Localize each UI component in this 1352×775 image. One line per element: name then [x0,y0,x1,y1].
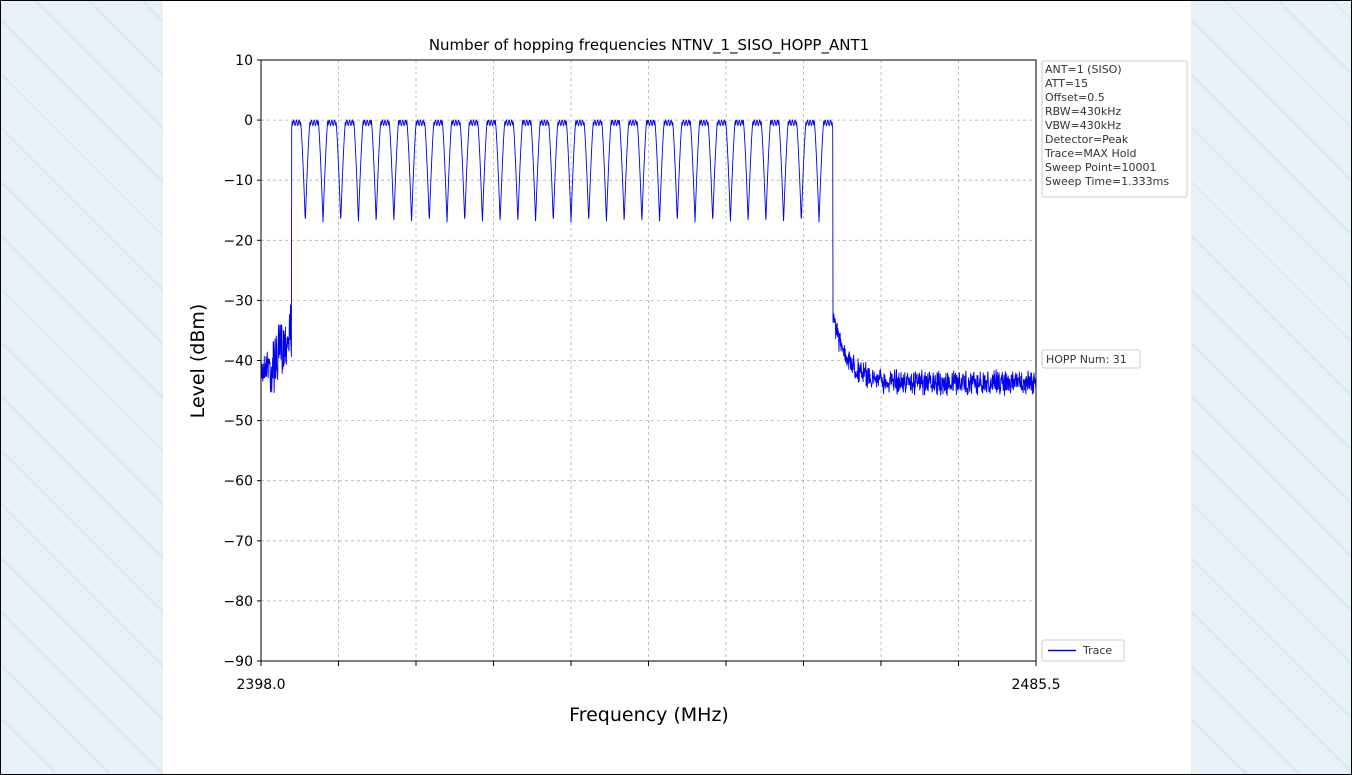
y-axis-label: Level (dBm) [187,304,209,419]
settings-line: RBW=430kHz [1045,105,1122,118]
watermark-panel-right [1191,1,1351,774]
y-tick-label: −10 [223,173,253,189]
plot-area-border [260,59,1037,662]
trace-line [260,119,1037,396]
x-tick-label-start: 2398.0 [237,677,286,693]
y-tick-label: −90 [223,654,253,670]
legend: Trace [1041,639,1125,662]
settings-line: ATT=15 [1045,77,1088,90]
y-axis-ticks: 10 0 −10 −20 −30 −40 −50 −60 −70 −80 −90 [223,53,261,670]
chart-title: Number of hopping frequencies NTNV_1_SIS… [429,36,869,55]
settings-line: Offset=0.5 [1045,91,1105,104]
trace-series [260,119,1037,396]
y-tick-label: −80 [223,594,253,610]
y-tick-label: −30 [223,293,253,309]
settings-line: Detector=Peak [1045,133,1129,146]
figure-background [163,1,1191,774]
settings-line: Sweep Point=10001 [1045,161,1157,174]
y-tick-label: 0 [244,113,253,129]
y-tick-label: −40 [223,354,253,370]
hopp-num-label: HOPP Num: 31 [1046,353,1127,366]
x-axis-ticks [260,661,1037,666]
settings-box: ANT=1 (SISO) ATT=15 Offset=0.5 RBW=430kH… [1041,60,1188,198]
x-tick-label-end: 2485.5 [1012,677,1061,693]
hopp-num-box: HOPP Num: 31 [1041,349,1141,369]
y-tick-label: −50 [223,414,253,430]
watermark-panel-left [1,1,163,774]
y-tick-label: 10 [235,53,253,69]
y-tick-label: −60 [223,474,253,490]
y-tick-label: −70 [223,534,253,550]
grid-lines [261,60,1036,661]
y-tick-label: −20 [223,233,253,249]
settings-line: Sweep Time=1.333ms [1045,175,1169,188]
settings-line: VBW=430kHz [1045,119,1121,132]
settings-line: Trace=MAX Hold [1044,147,1137,160]
legend-trace-label: Trace [1082,644,1112,657]
x-axis-label: Frequency (MHz) [569,704,729,726]
settings-line: ANT=1 (SISO) [1045,63,1122,76]
